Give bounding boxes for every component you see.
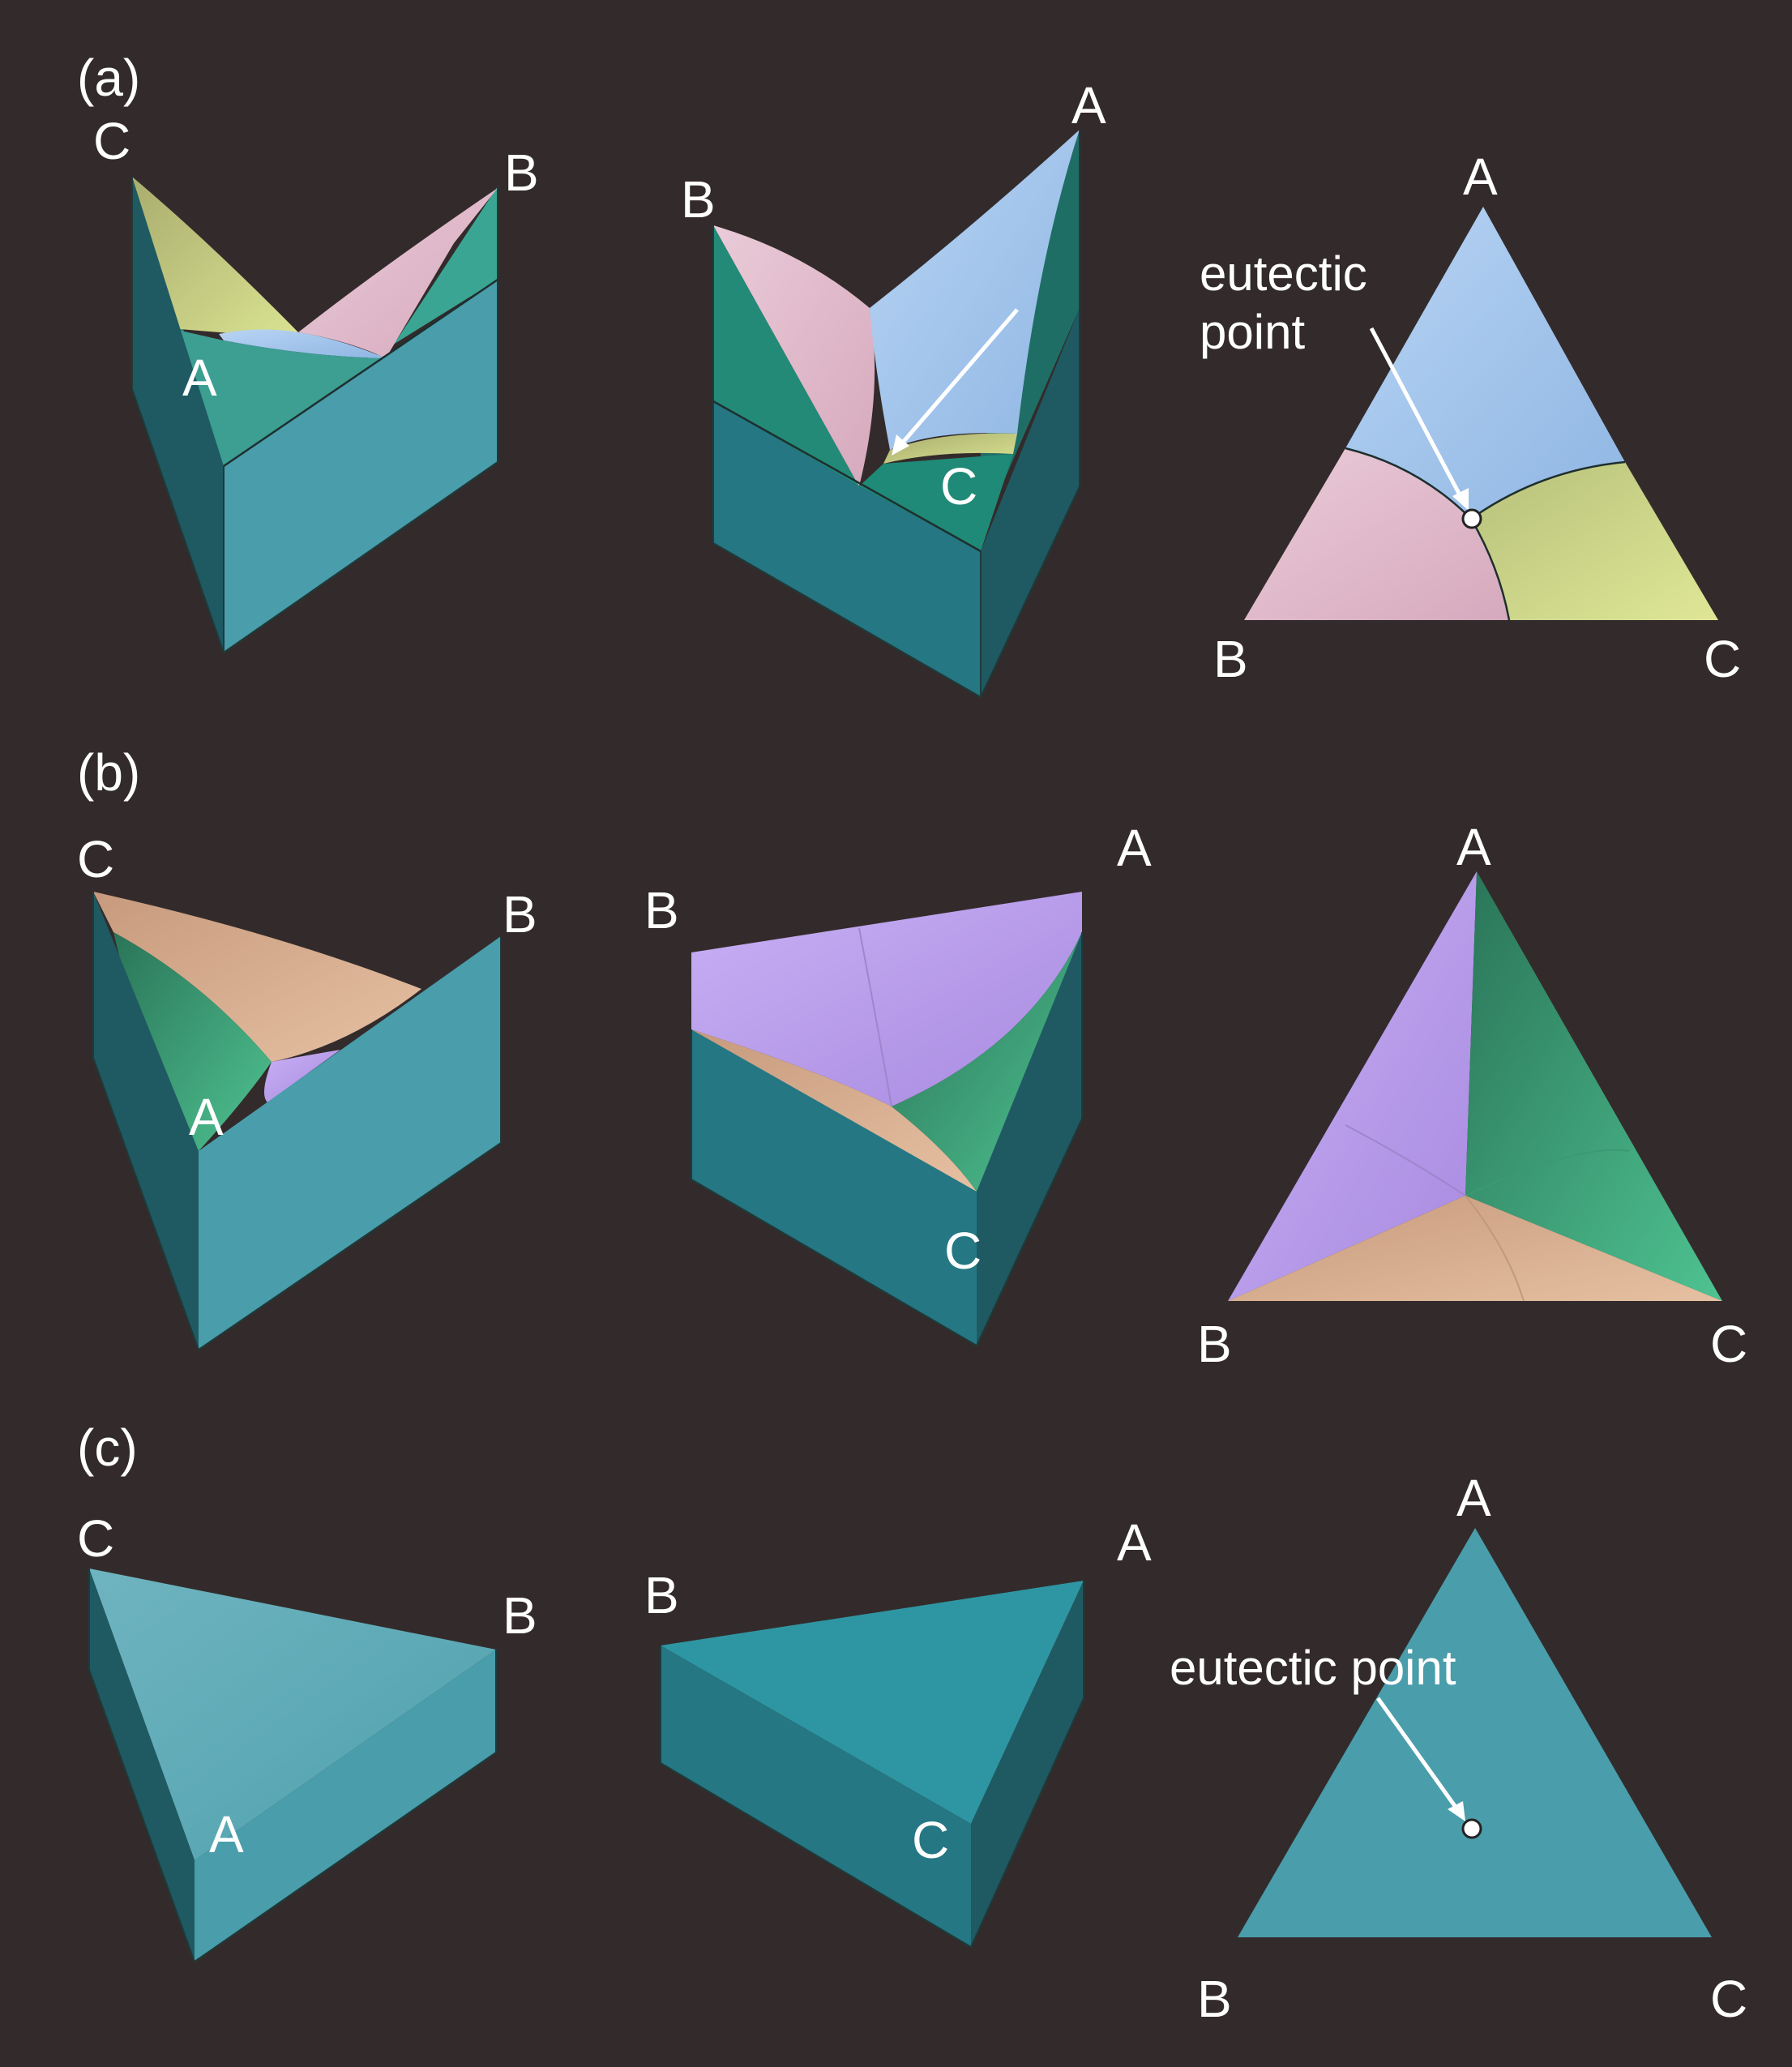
panel-c-eutectic-point bbox=[1461, 1818, 1482, 1839]
panel-a-left-prism: C B A bbox=[93, 112, 539, 654]
panel-b-tri-region-purple bbox=[1228, 871, 1477, 1301]
panel-b-mid-surface-purple bbox=[691, 892, 1082, 1106]
panel-c-left-side-dark bbox=[89, 1568, 195, 1962]
panel-b-mid-label-b: B bbox=[644, 881, 679, 939]
panel-c-tri-label-c: C bbox=[1710, 1970, 1747, 2028]
panel-a-tri-arrow-head bbox=[1452, 488, 1469, 511]
panel-a-tri-label-c: C bbox=[1704, 630, 1741, 688]
panel-b-left-surface-green bbox=[113, 932, 272, 1151]
panel-a-tri-label-b: B bbox=[1213, 630, 1248, 688]
panel-c-middle-prism: B A C bbox=[644, 1513, 1152, 1949]
panel-b-mid-side-front bbox=[691, 1029, 977, 1346]
panel-a-left-surface-a bbox=[219, 329, 386, 358]
panel-a-left-liquid-green bbox=[170, 280, 498, 466]
panel-a-mid-label-a: A bbox=[1071, 76, 1106, 135]
panel-c-left-prism: C B A bbox=[77, 1509, 537, 1963]
panel-a: (a) C B A bbox=[77, 49, 1741, 699]
panel-c-tri-region bbox=[1238, 1528, 1712, 1937]
panel-a-mid-label-b: B bbox=[681, 170, 716, 229]
panel-c-label: (c) bbox=[77, 1419, 138, 1477]
panel-c-left-side-light bbox=[195, 1650, 496, 1962]
panel-c-mid-label-a: A bbox=[1117, 1513, 1152, 1572]
panel-b-mid-surface-green bbox=[892, 932, 1082, 1192]
panel-c-mid-top bbox=[661, 1581, 1084, 1824]
panel-a-eutectic-point bbox=[1461, 508, 1482, 529]
panel-c-left-label-b: B bbox=[503, 1586, 537, 1645]
panel-c-eutectic-label: eutectic point bbox=[1170, 1641, 1456, 1695]
panel-c-tri-arrow-head bbox=[1448, 1801, 1465, 1821]
panel-c-ternary-triangle: A B C eutectic point bbox=[1170, 1469, 1747, 2028]
panel-a-label: (a) bbox=[77, 49, 140, 107]
panel-a-left-label-b: B bbox=[504, 143, 539, 202]
panel-a-mid-liquid-green bbox=[859, 454, 1013, 551]
panel-c-tri-label-b: B bbox=[1197, 1970, 1232, 2028]
panel-b-left-surface-purple bbox=[264, 1050, 340, 1102]
panel-a-mid-surface-b bbox=[713, 225, 875, 486]
panel-c-mid-side-right bbox=[971, 1581, 1084, 1947]
panel-b-left-side-light bbox=[199, 936, 501, 1350]
panel-a-middle-prism: B A C bbox=[681, 76, 1106, 699]
panel-b-tri-label-c: C bbox=[1710, 1315, 1747, 1373]
panel-c-left-label-a: A bbox=[209, 1805, 244, 1864]
panel-a-mid-surface-a bbox=[870, 130, 1080, 450]
panel-b-tri-region-tan bbox=[1228, 1196, 1722, 1301]
panel-c: (c) C B A B A C A B bbox=[77, 1419, 1747, 2028]
panel-b-mid-label-a: A bbox=[1117, 819, 1152, 877]
panel-b-mid-side-right bbox=[977, 932, 1082, 1346]
panel-b-tri-label-a: A bbox=[1456, 818, 1491, 876]
panel-b-ternary-triangle: A B C bbox=[1197, 818, 1747, 1373]
panel-b-left-label-b: B bbox=[503, 885, 537, 944]
panel-a-left-surface-c bbox=[132, 177, 298, 334]
panel-c-left-label-c: C bbox=[77, 1509, 114, 1568]
panel-b-left-side-dark bbox=[93, 892, 199, 1350]
panel-a-mid-side-front bbox=[713, 401, 981, 697]
panel-b-left-label-c: C bbox=[77, 830, 114, 888]
panel-b-left-label-a: A bbox=[189, 1088, 224, 1146]
panel-c-mid-label-b: B bbox=[644, 1566, 679, 1624]
panel-b-left-prism: C B A bbox=[77, 830, 537, 1351]
panel-c-mid-side-front bbox=[661, 1645, 971, 1947]
panel-a-tri-region-c bbox=[1471, 462, 1718, 620]
panel-a-left-side-dark bbox=[132, 177, 224, 653]
panel-b-label: (b) bbox=[77, 743, 140, 802]
panel-b-tri-region-green bbox=[1465, 871, 1722, 1301]
panel-a-tri-label-a: A bbox=[1463, 148, 1498, 206]
panel-b-left-surface-tan bbox=[93, 892, 421, 1062]
panel-c-tri-label-a: A bbox=[1456, 1469, 1491, 1527]
panel-b-middle-prism: B A C bbox=[644, 819, 1152, 1347]
panel-c-left-top bbox=[89, 1568, 496, 1860]
panel-a-tri-region-b bbox=[1244, 448, 1509, 620]
panel-b-tri-label-b: B bbox=[1197, 1315, 1232, 1373]
panel-a-tri-region-a bbox=[1345, 207, 1625, 519]
panel-a-left-label-c: C bbox=[93, 112, 130, 170]
panel-b-mid-label-c: C bbox=[944, 1222, 982, 1280]
panel-c-mid-label-c: C bbox=[912, 1811, 949, 1869]
panel-a-mid-side-right bbox=[981, 308, 1080, 697]
panel-a-left-surface-b bbox=[298, 188, 498, 358]
panel-a-mid-label-c: C bbox=[940, 457, 977, 516]
panel-a-left-label-a: A bbox=[182, 349, 217, 407]
panel-a-eutectic-label-line1: eutectic bbox=[1200, 246, 1367, 301]
panel-b: (b) C B A B A C bbox=[77, 743, 1747, 1373]
panel-a-mid-surface-c bbox=[883, 433, 1017, 464]
panel-a-left-side-light bbox=[224, 280, 498, 653]
panel-a-ternary-triangle: A B C eutectic point bbox=[1200, 148, 1741, 688]
panel-a-mid-arrow-head bbox=[892, 434, 909, 456]
panel-a-eutectic-label-line2: point bbox=[1200, 305, 1305, 359]
